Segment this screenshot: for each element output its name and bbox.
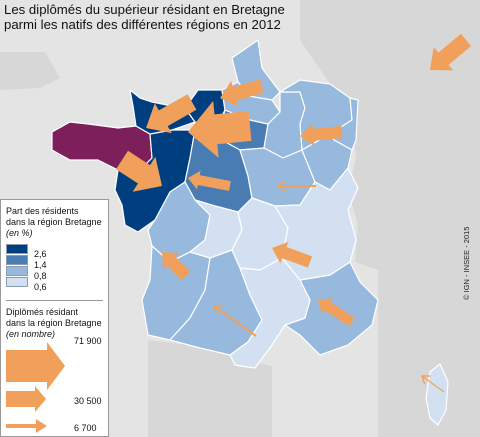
legend-share-title-2: dans la région Bretagne: [6, 217, 102, 227]
legend-class-label-1: 2,6: [34, 249, 47, 259]
legend-flow-arrows: [6, 342, 65, 433]
legend-swatch-class-4: [6, 277, 28, 287]
legend-swatch-class-2: [6, 255, 28, 265]
neighbour-land-west: [0, 52, 60, 90]
flow-arrow-aquitaine: [162, 252, 191, 281]
legend-flow-value-2: 30 500: [74, 396, 102, 406]
source-credit: © IGN - INSEE - 2015: [462, 226, 471, 300]
region-languedoc-roussillon: [229, 257, 311, 369]
flow-arrow-franche-comte: [276, 180, 316, 192]
legend-flow-value-3: 6 700: [74, 423, 97, 433]
legend-arrow-small: [6, 419, 47, 433]
flow-arrow-corse: [421, 375, 445, 393]
flow-arrow-paca: [318, 298, 355, 327]
legend-flows-unit: (en nombre): [6, 329, 56, 339]
legend-class-label-4: 0,6: [34, 282, 47, 292]
region-limousin: [189, 199, 243, 259]
legend-share-unit: (en %): [6, 228, 33, 238]
flow-arrow-basse-normandie: [146, 94, 197, 134]
legend-arrow-medium: [6, 386, 46, 412]
legend-panel: Part des résidents dans la région Bretag…: [0, 199, 109, 437]
flow-arrow-languedoc: [213, 305, 257, 337]
legend-flows-title-1: Diplômés résidant: [6, 307, 79, 317]
flow-arrow-lorraine: [300, 123, 343, 147]
legend-class-label-3: 0,8: [34, 271, 47, 281]
legend-share-title-1: Part des résidents: [6, 206, 79, 216]
flow-arrow-rhone-alpes: [272, 241, 313, 268]
legend-flow-value-1: 71 900: [74, 336, 102, 346]
flow-arrow-abroad: [430, 33, 472, 71]
region-corse: [425, 363, 449, 426]
flow-arrow-ile-de-france: [188, 100, 252, 158]
legend-swatch-class-1: [6, 244, 28, 254]
map-title-line-1: Les diplômés du supérieur résidant en Br…: [4, 2, 285, 17]
flow-arrow-centre: [188, 170, 231, 191]
legend-divider: [6, 300, 103, 301]
flow-arrow-haute-normandie: [220, 79, 264, 107]
flow-arrow-pays-de-la-loire: [116, 150, 162, 192]
legend-swatch-class-3: [6, 266, 28, 276]
legend-flows-title-2: dans la région Bretagne: [6, 318, 102, 328]
legend-class-label-2: 1,4: [34, 260, 47, 270]
map-title-line-2: parmi les natifs des différentes régions…: [4, 17, 281, 32]
legend-arrow-large: [6, 342, 65, 390]
